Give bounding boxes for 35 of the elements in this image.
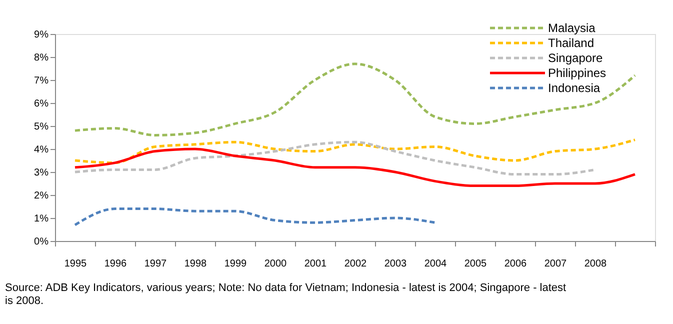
x-tick-label: 2002 [344, 258, 368, 270]
legend-label: Singapore [548, 51, 604, 65]
y-tick-label: 8% [34, 52, 49, 64]
y-tick-label: 1% [34, 214, 49, 224]
line-series [74, 208, 436, 226]
y-tick-label: 0% [34, 236, 49, 248]
x-tick-label: 1998 [184, 258, 208, 270]
x-tick-label: 2003 [384, 258, 408, 270]
x-tick-label: 1997 [144, 258, 168, 270]
x-tick-label: 2007 [544, 258, 568, 270]
x-tick-label: 2004 [424, 258, 448, 270]
y-tick-label: 9% [34, 30, 49, 40]
y-tick-label: 6% [34, 98, 49, 110]
x-tick-label: 2005 [464, 258, 488, 270]
line-series [74, 140, 596, 176]
y-tick-label: 2% [34, 190, 49, 202]
legend-label: Philippines [548, 66, 606, 80]
legend-label: Thailand [548, 36, 594, 50]
y-tick-label: 3% [34, 168, 49, 178]
x-tick-label: 2000 [264, 258, 288, 270]
x-tick-label: 1995 [64, 258, 88, 270]
line-series [74, 148, 636, 188]
line-series [74, 62, 636, 136]
legend-label: Malaysia [548, 21, 596, 35]
x-tick-label: 2006 [504, 258, 528, 270]
line-series [74, 138, 636, 164]
y-tick-label: 5% [34, 122, 49, 132]
y-tick-label: 4% [34, 144, 49, 156]
source-note: Source: ADB Key Indicators, various years; Note: No data for Vietnam; Indonesia - latest is 2004; Singapore - latest is 2008. [5, 282, 566, 307]
x-tick-label: 2008 [584, 258, 608, 270]
y-tick-label: 7% [34, 76, 49, 86]
legend-label: Indonesia [548, 81, 600, 95]
x-tick-label: 2001 [304, 258, 328, 270]
x-tick-label: 1996 [104, 258, 128, 270]
x-tick-label: 1999 [224, 258, 248, 270]
